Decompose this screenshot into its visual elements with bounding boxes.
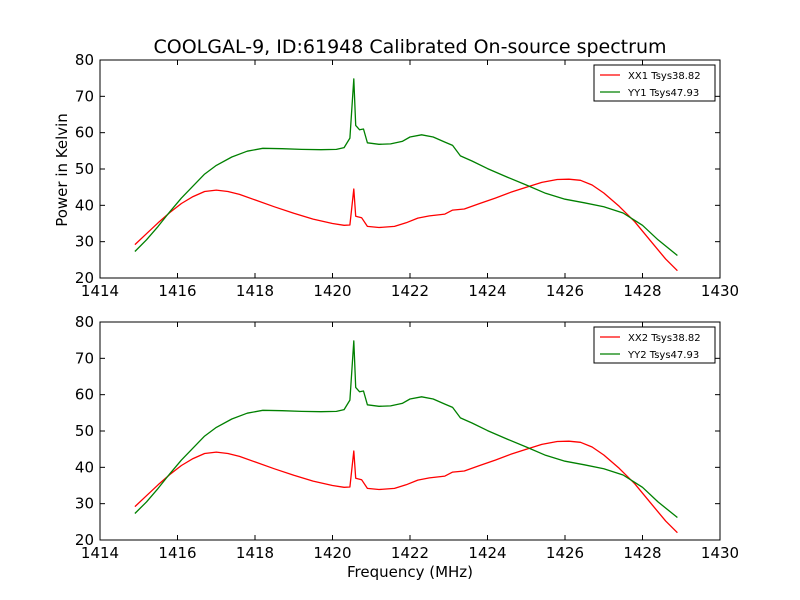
figure-title: COOLGAL-9, ID:61948 Calibrated On-source… [154,36,667,58]
bottom-legend-label: XX2 Tsys38.82 [628,333,701,344]
bottom-x-tick-label: 1428 [623,544,661,562]
top-x-tick-label: 1426 [546,282,584,300]
bottom-legend: XX2 Tsys38.82 YY2 Tsys47.93 [593,326,716,364]
bottom-y-tick-label: 80 [75,313,94,331]
bottom-x-tick-label: 1426 [546,544,584,562]
top-y-tick-label: 50 [75,160,94,178]
top-legend: XX1 Tsys38.82 YY1 Tsys47.93 [593,64,716,102]
bottom-x-tick-label: 1416 [158,544,196,562]
bottom-legend-label: YY2 Tsys47.93 [627,350,699,361]
top-x-tick-label: 1418 [236,282,274,300]
top-x-tick-label: 1414 [81,282,119,300]
top-plot: 1414 1416 1418 1420 1422 1424 1426 1428 1430 20 30… [75,51,739,300]
top-legend-label: XX1 Tsys38.82 [628,71,701,82]
top-x-tick-label: 1424 [468,282,506,300]
bottom-x-tick-label: 1418 [236,544,274,562]
bottom-series-xx-line [134,440,678,534]
bottom-x-tick-label: 1420 [313,544,351,562]
top-y-tick-label: 60 [75,124,94,142]
bottom-y-tick-label: 70 [75,349,94,367]
top-series-xx-line [134,178,678,272]
top-x-tick-label: 1428 [623,282,661,300]
bottom-series-yy-line [134,340,678,519]
bottom-x-tick-label: 1424 [468,544,506,562]
top-x-tick-label: 1420 [313,282,351,300]
bottom-x-tick-label: 1430 [701,544,739,562]
top-x-tick-label: 1416 [158,282,196,300]
top-y-tick-label: 20 [75,269,94,287]
bottom-y-tick-label: 40 [75,458,94,476]
bottom-y-tick-label: 30 [75,495,94,513]
top-y-tick-label: 30 [75,233,94,251]
bottom-legend-box [593,326,716,364]
bottom-y-tick-label: 60 [75,386,94,404]
top-y-tick-label: 70 [75,87,94,105]
x-axis-label: Frequency (MHz) [347,563,473,581]
bottom-y-tick-label: 50 [75,422,94,440]
top-x-tick-label: 1422 [391,282,429,300]
top-x-tick-label: 1430 [701,282,739,300]
top-y-tick-label: 40 [75,196,94,214]
top-series-yy-line [134,78,678,257]
top-legend-label: YY1 Tsys47.93 [627,88,699,99]
bottom-plot: 1414 1416 1418 1420 1422 1424 1426 1428 1430 20 30… [75,313,739,562]
y-axis-label: Power in Kelvin [53,113,71,227]
top-y-tick-label: 80 [75,51,94,69]
bottom-y-tick-label: 20 [75,531,94,549]
bottom-x-tick-label: 1414 [81,544,119,562]
top-legend-box [593,64,716,102]
bottom-x-tick-label: 1422 [391,544,429,562]
